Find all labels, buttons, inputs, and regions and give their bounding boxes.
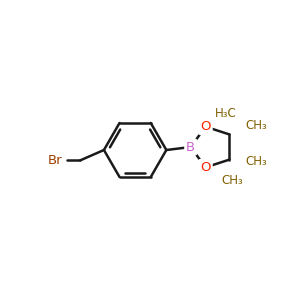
Text: CH₃: CH₃ xyxy=(245,154,267,168)
Text: H₃C: H₃C xyxy=(215,106,237,120)
Text: O: O xyxy=(200,120,211,133)
Text: O: O xyxy=(200,161,211,174)
Text: B: B xyxy=(186,140,195,154)
Text: Br: Br xyxy=(48,154,62,167)
Text: CH₃: CH₃ xyxy=(221,175,243,188)
Text: CH₃: CH₃ xyxy=(245,119,267,132)
